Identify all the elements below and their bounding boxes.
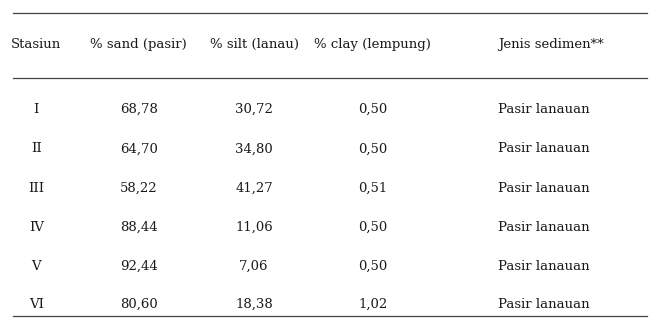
Text: 0,51: 0,51: [358, 181, 387, 195]
Text: 88,44: 88,44: [119, 221, 158, 234]
Text: 34,80: 34,80: [235, 142, 273, 155]
Text: % clay (lempung): % clay (lempung): [314, 38, 432, 51]
Text: 1,02: 1,02: [358, 298, 387, 311]
Text: % silt (lanau): % silt (lanau): [210, 38, 298, 51]
Text: Jenis sedimen**: Jenis sedimen**: [498, 38, 604, 51]
Text: 30,72: 30,72: [235, 103, 273, 116]
Text: 0,50: 0,50: [358, 103, 387, 116]
Text: III: III: [28, 181, 44, 195]
Text: Pasir lanauan: Pasir lanauan: [498, 260, 590, 273]
Text: II: II: [31, 142, 42, 155]
Text: Pasir lanauan: Pasir lanauan: [498, 298, 590, 311]
Text: Pasir lanauan: Pasir lanauan: [498, 181, 590, 195]
Text: Stasiun: Stasiun: [11, 38, 61, 51]
Text: Pasir lanauan: Pasir lanauan: [498, 103, 590, 116]
Text: 80,60: 80,60: [119, 298, 158, 311]
Text: Pasir lanauan: Pasir lanauan: [498, 142, 590, 155]
Text: 92,44: 92,44: [119, 260, 158, 273]
Text: 64,70: 64,70: [119, 142, 158, 155]
Text: V: V: [32, 260, 41, 273]
Text: 0,50: 0,50: [358, 260, 387, 273]
Text: 0,50: 0,50: [358, 221, 387, 234]
Text: 68,78: 68,78: [119, 103, 158, 116]
Text: 41,27: 41,27: [235, 181, 273, 195]
Text: 58,22: 58,22: [119, 181, 158, 195]
Text: 7,06: 7,06: [240, 260, 269, 273]
Text: 0,50: 0,50: [358, 142, 387, 155]
Text: IV: IV: [29, 221, 44, 234]
Text: VI: VI: [29, 298, 44, 311]
Text: % sand (pasir): % sand (pasir): [90, 38, 187, 51]
Text: 11,06: 11,06: [235, 221, 273, 234]
Text: I: I: [34, 103, 39, 116]
Text: Pasir lanauan: Pasir lanauan: [498, 221, 590, 234]
Text: 18,38: 18,38: [235, 298, 273, 311]
